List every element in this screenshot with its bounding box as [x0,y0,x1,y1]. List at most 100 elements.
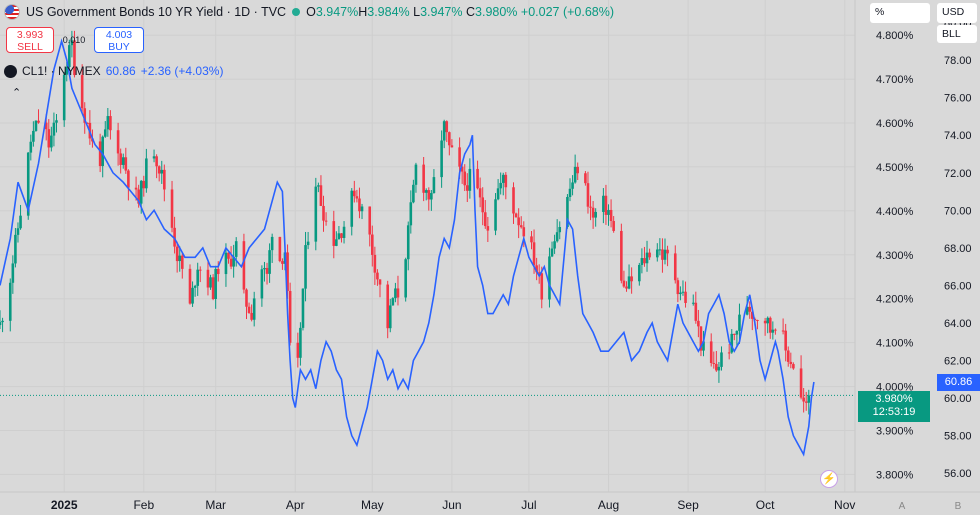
symbol-title[interactable]: US Government Bonds 10 YR Yield · 1D · T… [26,5,287,19]
candle-body [727,352,731,354]
candle-body [532,242,536,266]
candle-body [353,190,356,197]
low-value: 3.947% [420,5,463,19]
candle-body [625,286,628,289]
candle-body [499,182,502,189]
candle-body [247,306,251,313]
candle-body [481,197,485,213]
candle-body [335,239,338,246]
time-axis-tick: Jun [442,498,461,512]
candle-body [252,298,256,320]
candle-body [337,233,341,240]
candle-body [106,116,110,130]
close-label: C [465,5,476,19]
candle-body [676,280,680,295]
candle-body [103,129,107,137]
candle-body [37,120,40,123]
candle-body [694,302,698,321]
high-label: H [358,5,368,19]
candle-body [445,121,449,133]
candle-body [697,320,700,327]
lightning-icon[interactable]: ⚡ [820,470,838,488]
candle-body [720,352,723,367]
candle-body [781,330,785,332]
candle-body [643,258,646,264]
oil-axis-tick: 74.00 [944,130,972,142]
candle-body [306,241,310,246]
change-value: +0.027 (+0.68%) [520,5,615,19]
percent-selector[interactable]: % [870,3,930,23]
candle-body [8,282,12,321]
sell-button[interactable]: 3.993 SELL [6,27,54,53]
candle-body [535,265,538,273]
candle-body [673,253,677,281]
yield-axis-tick: 4.800% [876,30,914,42]
candle-body [286,252,289,291]
candle-body [517,217,520,226]
buy-button[interactable]: 4.003 BUY [94,27,144,53]
candle-body [750,311,754,319]
candle-body [188,268,192,304]
candle-body [463,171,467,186]
candle-body [584,173,587,184]
candle-body [34,120,38,131]
candle-body [594,211,597,218]
currency-selector[interactable]: USD [937,3,977,23]
candle-body [116,130,120,154]
candle-body [735,330,739,335]
candle-body [558,227,562,233]
candle-body [109,116,112,131]
overlay-value: 60.86 [105,64,136,78]
candle-body [424,190,428,193]
candle-body [763,320,767,324]
candle-body [173,227,176,247]
open-label: O [306,5,316,19]
candle-body [65,67,69,75]
candle-body [430,193,433,200]
chart-legend-header[interactable]: US Government Bonds 10 YR Yield · 1D · T… [4,4,614,20]
overlay-legend[interactable]: CL1! · NYMEX 60.86 +2.36 (+4.03%) [4,64,223,78]
candle-body [152,156,156,159]
candle-body [80,75,84,109]
unit-selector[interactable]: BLL [937,25,977,43]
candle-body [270,236,274,251]
candle-body [709,341,713,363]
ohlc-values: O3.947%H3.984% L3.947% C3.980% +0.027 (+… [306,5,614,19]
candle-body [666,249,669,254]
candle-body [209,277,212,288]
candle-body [591,207,595,218]
collapse-legend-icon[interactable]: ⌃ [12,87,22,99]
candle-body [550,248,554,257]
candle-body [442,121,446,141]
candle-body [404,259,407,298]
candle-body [799,368,803,398]
candle-body [612,220,615,231]
candle-body [121,157,125,165]
candle-body [432,177,436,194]
candle-body [504,174,508,188]
candle-body [157,166,161,174]
candle-body [465,185,469,191]
sell-price: 3.993 [16,29,44,41]
oil-axis-tick: 66.00 [944,280,972,292]
candle-body [540,273,544,300]
candle-body [771,329,775,333]
candle-body [288,290,292,343]
candle-body [460,166,464,172]
candle-body [396,288,400,298]
candle-body [478,188,482,198]
candle-body [250,312,253,320]
candle-body [553,241,556,249]
candle-body [170,189,174,228]
candle-body [52,122,56,136]
candle-body [14,234,17,264]
candle-body [483,212,487,227]
open-value: 3.947% [315,5,359,19]
crude-oil-line-series [0,38,815,457]
candle-body [160,169,164,174]
candle-body [663,249,667,260]
overlay-symbol[interactable]: CL1! · NYMEX [22,64,101,78]
candle-body [229,258,233,267]
